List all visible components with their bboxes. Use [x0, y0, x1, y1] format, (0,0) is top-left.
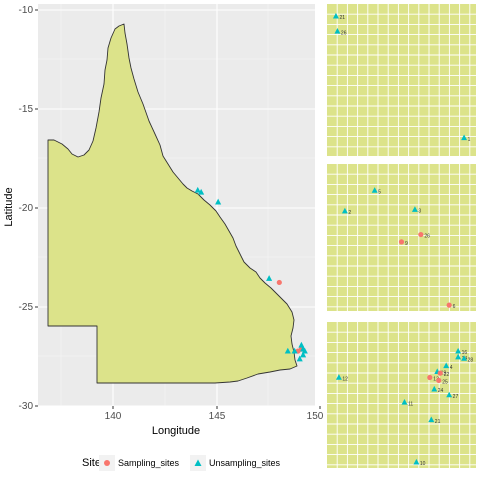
sampling-site-marker	[418, 231, 424, 238]
site-id-label: 25	[442, 379, 448, 385]
site-id-label: 12	[342, 376, 348, 382]
x-tick-label: 145	[209, 411, 226, 422]
unsampling-site-marker	[334, 28, 341, 34]
inset-panel-middle: 2 5 3 26 9 6	[327, 164, 476, 311]
y-axis-title: Latitude	[3, 187, 15, 226]
legend-unsampling-marker	[194, 459, 202, 466]
sampling-site-marker	[398, 239, 405, 245]
site-id-label: 1	[468, 137, 471, 143]
unsampling-site-marker	[413, 458, 420, 465]
sampling-site-marker	[427, 374, 433, 381]
site-id-label: 28	[468, 358, 474, 364]
inset-background	[327, 4, 476, 156]
site-id-label: 4	[450, 365, 453, 371]
y-tick-label: -10	[19, 5, 34, 16]
y-tick-label: -15	[19, 104, 34, 115]
site-id-label: 5	[378, 189, 381, 195]
unsampling-site-marker	[431, 385, 438, 392]
main-map-points	[194, 186, 308, 362]
inset-background	[327, 322, 476, 468]
y-axis: -10 -15 -20 -25 -30 Latitude	[3, 5, 38, 412]
legend-sampling-label: Sampling_sites	[118, 458, 180, 468]
unsampling-site-marker	[443, 362, 450, 369]
x-axis: 140 145 150 Longitude	[105, 406, 324, 437]
site-id-label: 11	[408, 401, 413, 407]
inset-panel-top: 21 26 1	[327, 4, 476, 156]
y-tick-label: -25	[19, 302, 34, 313]
unsampling-site-marker	[461, 134, 468, 141]
unsampling-site-marker	[284, 347, 291, 354]
unsampling-site-marker	[401, 399, 408, 405]
site-id-label: 13	[433, 376, 439, 382]
site-id-label: 6	[453, 304, 456, 310]
inset-grid	[327, 4, 476, 156]
legend-unsampling-label: Unsampling_sites	[209, 458, 281, 468]
site-id-label: 26	[424, 234, 430, 240]
unsampling-site-marker	[455, 353, 462, 360]
site-id-label: 22	[444, 372, 450, 378]
x-tick-label: 140	[105, 411, 122, 422]
unsampling-site-marker	[428, 416, 435, 423]
sampling-site-marker	[436, 377, 442, 383]
unsampling-site-marker	[455, 347, 462, 354]
site-id-label: 10	[420, 461, 426, 467]
queensland-landmass	[47, 23, 298, 384]
unsampling-site-marker	[198, 188, 205, 195]
sampling-site-marker	[446, 302, 452, 308]
unsampling-site-marker	[266, 275, 273, 281]
sampling-site-marker	[437, 370, 443, 376]
inset-panel-bottom: 161428419221325122427112110	[327, 322, 476, 468]
unsampling-site-marker	[461, 355, 468, 361]
unsampling-site-marker	[371, 187, 378, 193]
unsampling-site-marker	[332, 12, 339, 19]
inset-points: 161428419221325122427112110	[335, 347, 474, 467]
site-id-label: 21	[339, 15, 345, 21]
unsampling-site-marker	[411, 206, 418, 212]
x-axis-title: Longitude	[152, 425, 200, 437]
inset-grid	[327, 322, 476, 468]
main-map	[38, 4, 321, 407]
site-id-label: 21	[435, 419, 441, 425]
site-id-label: 16	[462, 350, 468, 356]
unsampling-site-marker	[300, 351, 307, 358]
legend: Site Sampling_sites Unsampling_sites	[82, 455, 281, 471]
y-tick-label: -30	[19, 401, 34, 412]
inset-grid	[327, 164, 476, 311]
unsampling-site-marker	[341, 207, 348, 214]
inset-points: 21 26 1	[332, 12, 471, 143]
unsampling-site-marker	[446, 391, 453, 398]
sampling-site-marker	[276, 279, 282, 286]
inset-points: 2 5 3 26 9 6	[341, 187, 456, 310]
inset-background	[327, 164, 476, 311]
x-tick-label: 150	[307, 411, 324, 422]
unsampling-site-marker	[194, 186, 201, 193]
site-id-label: 24	[438, 388, 444, 394]
site-id-label: 3	[418, 209, 421, 215]
site-id-label: 26	[341, 30, 347, 36]
unsampling-site-marker	[215, 198, 222, 205]
y-tick-label: -20	[19, 203, 34, 214]
legend-sampling-marker	[104, 460, 110, 466]
site-id-label: 27	[453, 394, 459, 400]
unsampling-site-marker	[296, 355, 303, 362]
site-id-label: 9	[405, 241, 408, 247]
legend-title: Site	[82, 457, 101, 469]
unsampling-site-marker	[335, 374, 342, 380]
site-id-label: 2	[348, 210, 351, 216]
site-id-label: 19	[441, 371, 447, 377]
unsampling-site-marker	[301, 347, 308, 354]
unsampling-site-marker	[291, 347, 298, 354]
